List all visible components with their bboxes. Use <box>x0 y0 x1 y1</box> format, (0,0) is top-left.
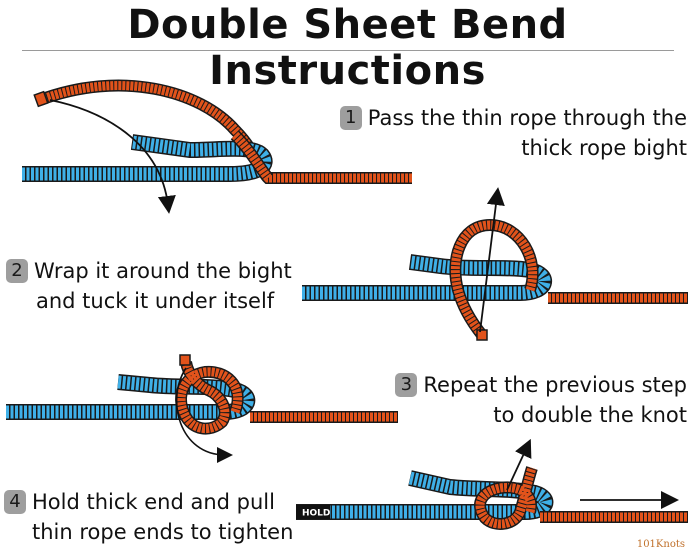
thick-rope-1 <box>22 134 273 182</box>
diagram-step-3 <box>6 354 398 463</box>
brand-logo: 101Knots <box>636 539 685 550</box>
step-1-badge: 1 <box>339 106 362 130</box>
thick-rope-2 <box>302 254 552 301</box>
step-3-line-2: to double the knot <box>493 403 687 427</box>
thin-rope-3 <box>175 354 398 435</box>
pull-arrow-up <box>506 438 532 491</box>
thick-rope-4: HOLD <box>296 470 554 520</box>
diagram-step-1 <box>22 79 412 214</box>
hold-label: HOLD <box>302 509 330 519</box>
step-2-line-2: and tuck it under itself <box>36 289 275 313</box>
step-1-text: 1 Pass the thin rope through the thick ro… <box>339 103 687 163</box>
step-3-badge: 3 <box>395 373 418 397</box>
step-4-text: 4 Hold thick end and pull thin rope ends … <box>4 487 293 547</box>
direction-arrow-1 <box>49 99 176 214</box>
diagram-step-4: HOLD <box>296 438 688 530</box>
thin-rope-1 <box>33 79 412 184</box>
thin-rope-2 <box>449 218 688 341</box>
step-4-line-2: thin rope ends to tighten <box>32 520 294 544</box>
step-1-line-2: thick rope bight <box>521 136 687 160</box>
title-divider <box>22 50 674 51</box>
step-4-badge: 4 <box>4 490 26 514</box>
step-2-text: 2 Wrap it around the bight and tuck it un… <box>6 256 292 316</box>
step-1-line-1: Pass the thin rope through the <box>367 106 687 130</box>
step-3-line-1: Repeat the previous step <box>423 373 687 397</box>
step-4-line-1: Hold thick end and pull <box>32 490 275 514</box>
direction-arrow-2 <box>479 187 505 333</box>
direction-arrow-3 <box>175 367 233 463</box>
step-2-line-1: Wrap it around the bight <box>34 259 292 283</box>
step-2-badge: 2 <box>6 259 28 283</box>
step-3-text: 3 Repeat the previous step to double the … <box>395 370 687 430</box>
diagram-step-2 <box>302 187 688 341</box>
page-title: Double Sheet Bend Instructions <box>127 2 568 94</box>
thin-rope-4 <box>474 466 688 530</box>
